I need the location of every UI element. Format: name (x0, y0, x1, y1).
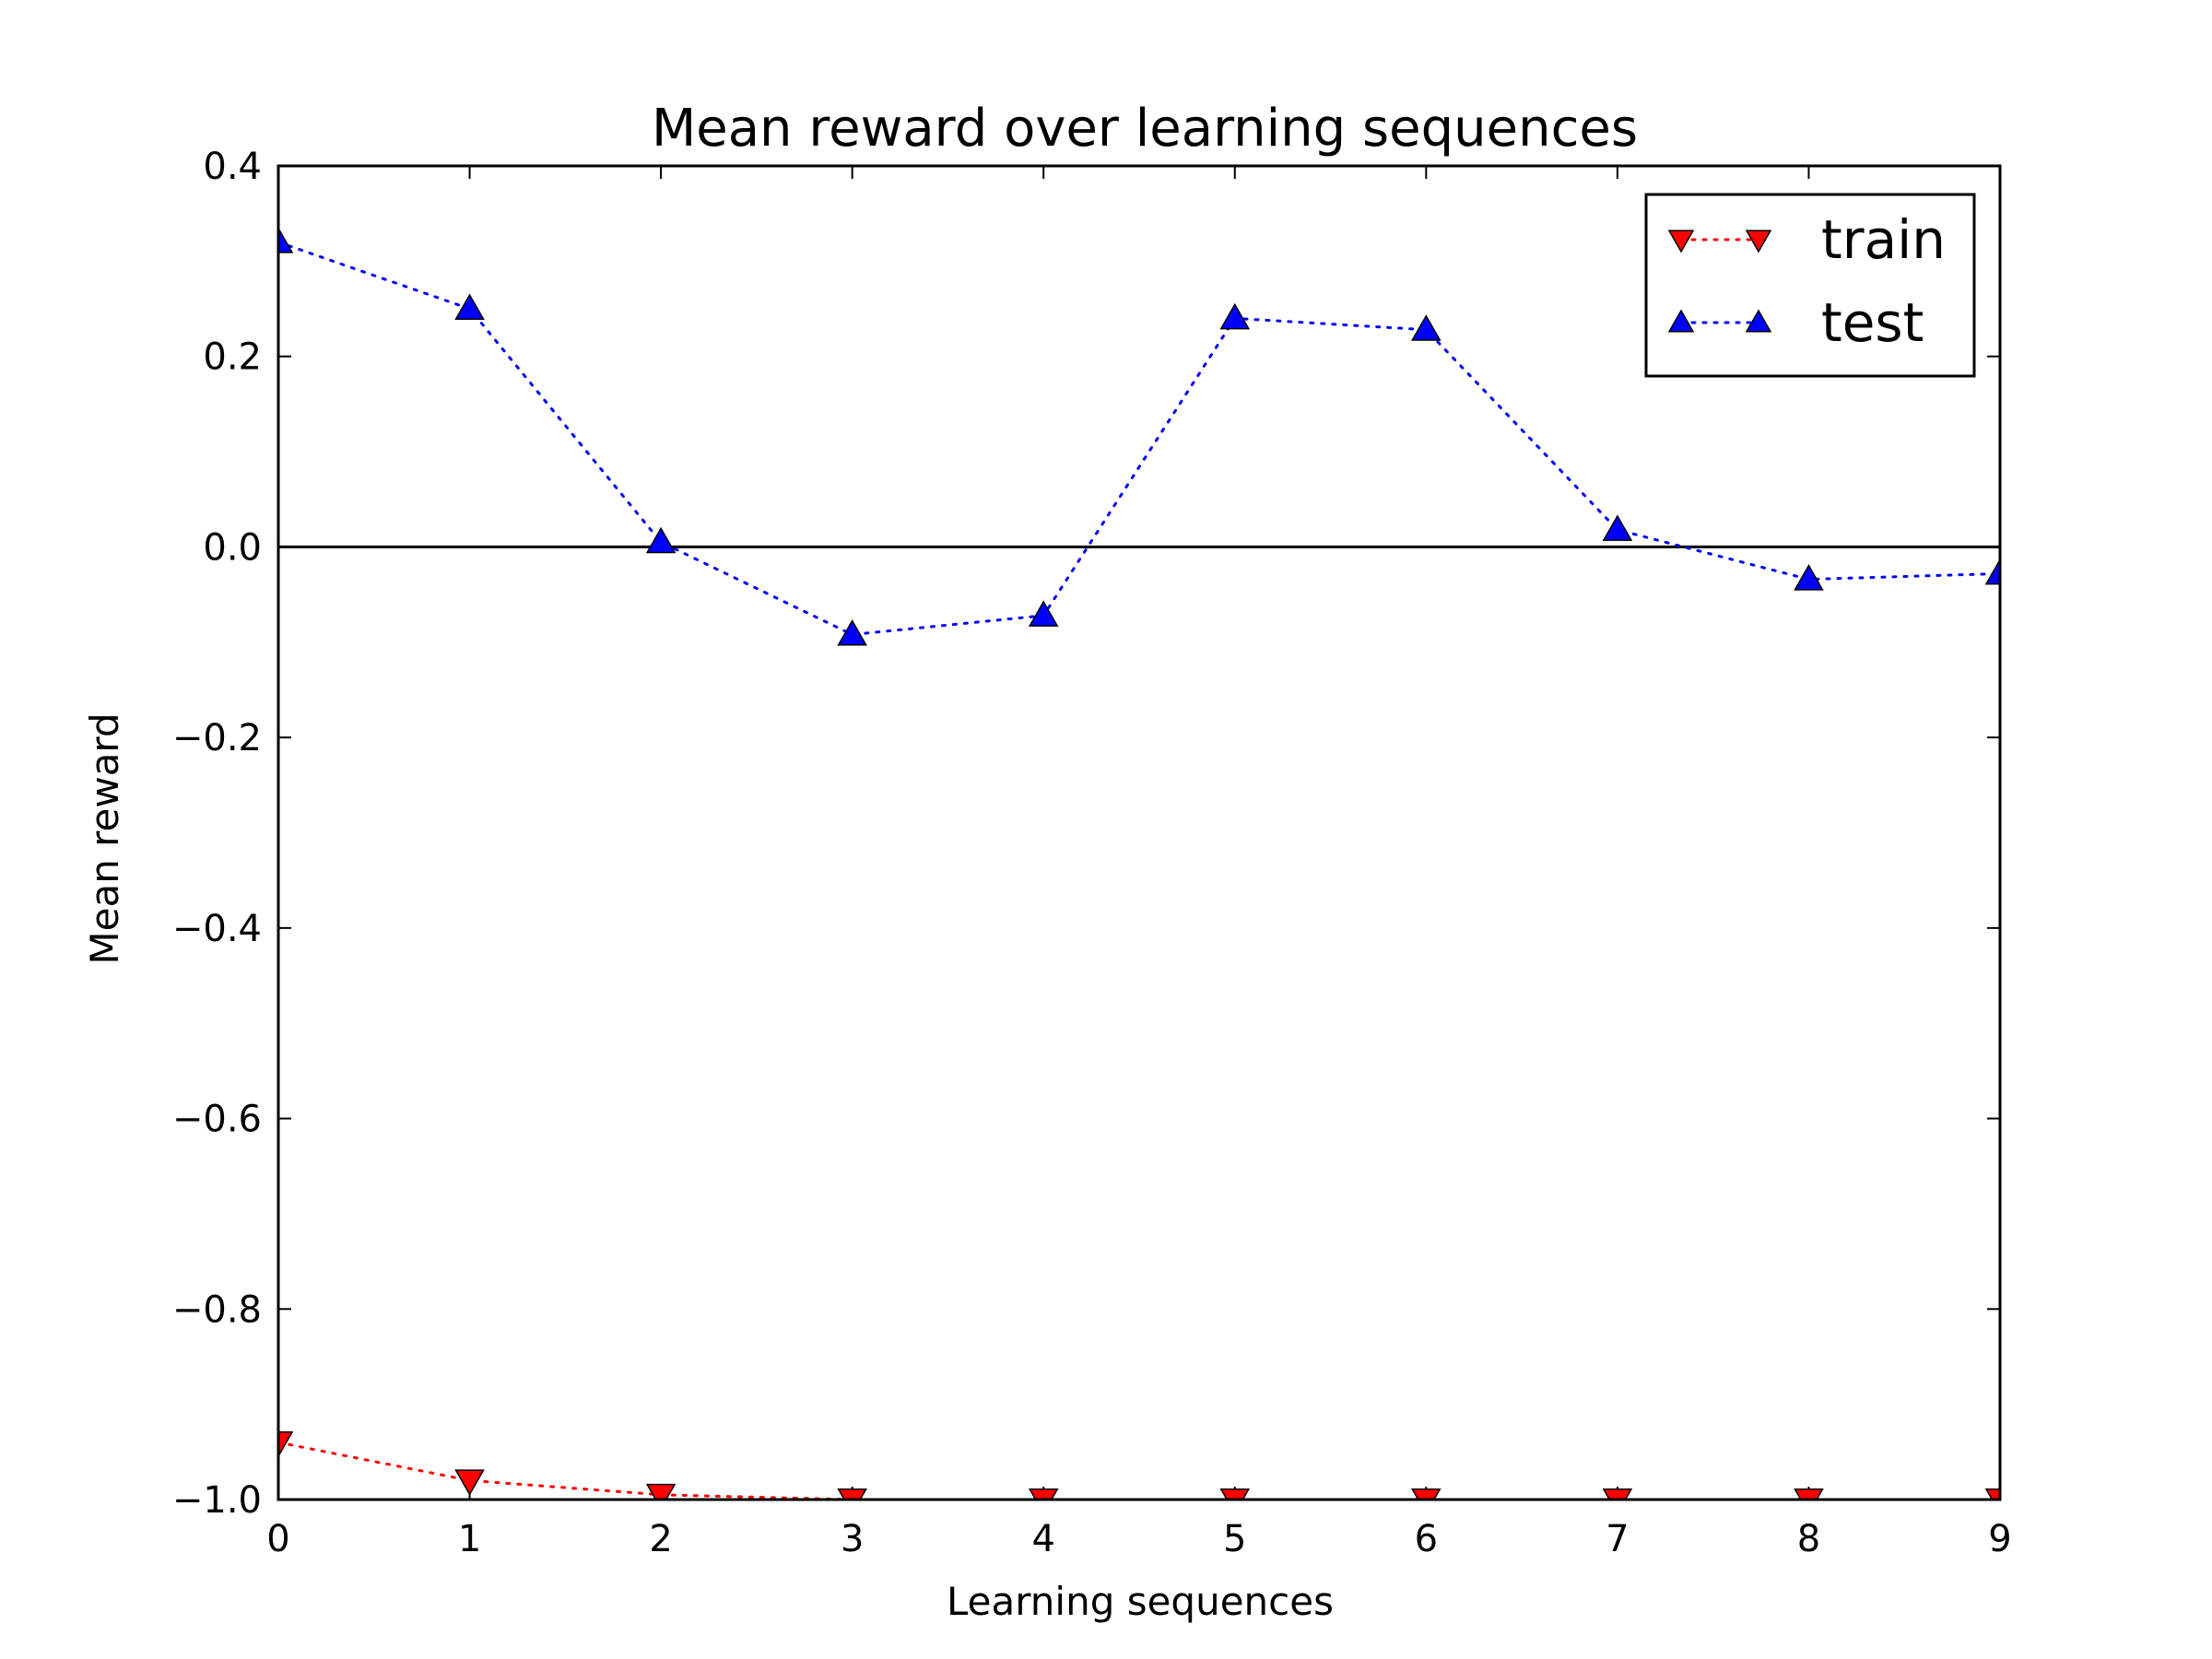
data-point-test (278, 227, 294, 253)
data-point-train (837, 1488, 867, 1500)
data-point-train (1028, 1488, 1059, 1500)
data-point-train (1794, 1488, 1824, 1500)
x-axis-label: Learning sequences (947, 1579, 1334, 1624)
data-point-train (645, 1483, 677, 1500)
data-point-train (1411, 1488, 1441, 1500)
data-point-test (1602, 514, 1633, 541)
x-tick-label: 7 (1606, 1518, 1629, 1560)
data-point-test (454, 293, 485, 321)
legend-label-train: train (1821, 208, 1946, 271)
data-point-train (454, 1469, 485, 1496)
data-point-test (1028, 600, 1059, 627)
legend: train test (1644, 193, 1976, 378)
y-axis-label: Mean reward (82, 712, 127, 964)
y-tick-label: −0.4 (172, 908, 262, 950)
x-tick-label: 5 (1223, 1518, 1246, 1560)
x-tick-label: 6 (1415, 1518, 1438, 1560)
plot-background (278, 166, 2000, 1500)
data-point-train (278, 1430, 294, 1458)
x-tick-label: 8 (1797, 1518, 1820, 1560)
series-line-test (278, 241, 2000, 637)
y-tick-label: −0.2 (172, 717, 262, 759)
legend-label-test: test (1821, 291, 1924, 354)
x-tick-label: 2 (649, 1518, 672, 1560)
y-tick-label: −0.8 (172, 1288, 262, 1331)
chart-title: Mean reward over learning sequences (652, 99, 1638, 159)
legend-box (1644, 193, 1976, 378)
x-tick-label: 9 (1988, 1518, 2011, 1560)
data-point-test (1984, 558, 2000, 585)
data-point-test (645, 526, 677, 554)
series-test (278, 227, 2000, 646)
legend-marker-train (1667, 229, 1695, 253)
data-point-train (1219, 1488, 1251, 1500)
legend-marker-train (1745, 229, 1772, 253)
plot-frame (276, 164, 2002, 1501)
x-tick-label: 1 (458, 1518, 481, 1560)
legend-marker-test (1667, 309, 1695, 333)
data-point-train (1984, 1488, 2000, 1500)
data-point-train (1602, 1488, 1633, 1500)
x-tick-label: 4 (1031, 1518, 1054, 1560)
data-point-test (1219, 302, 1251, 330)
y-tick-label: 0.0 (203, 526, 262, 569)
y-tick-label: 0.2 (203, 336, 262, 379)
data-point-test (1411, 314, 1441, 341)
x-tick-label: 3 (841, 1518, 864, 1560)
legend-marker-test (1745, 309, 1772, 333)
data-point-test (837, 619, 867, 646)
y-tick-label: −0.6 (172, 1099, 262, 1141)
plot-area: 0 1 2 3 4 5 6 7 8 9 0.4 0.2 0.0 −0.2 −0.4 −0.6 −0.8 −1.0 (172, 146, 2012, 1560)
data-point-test (1794, 564, 1824, 591)
y-tick-label: −1.0 (172, 1479, 262, 1522)
series-train (278, 1430, 2000, 1500)
y-tick-label: 0.4 (203, 146, 262, 188)
series-line-train (278, 1441, 2000, 1500)
x-tick-label: 0 (266, 1518, 289, 1560)
